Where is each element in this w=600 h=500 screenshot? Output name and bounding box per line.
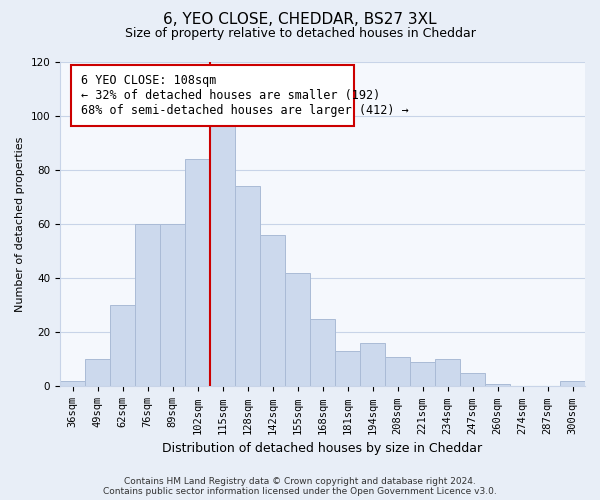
Bar <box>285 272 310 386</box>
Bar <box>160 224 185 386</box>
Bar <box>460 373 485 386</box>
Bar <box>260 235 285 386</box>
Bar <box>85 360 110 386</box>
Bar <box>185 159 210 386</box>
Bar <box>485 384 510 386</box>
Text: 6 YEO CLOSE: 108sqm
← 32% of detached houses are smaller (192)
68% of semi-detac: 6 YEO CLOSE: 108sqm ← 32% of detached ho… <box>81 74 409 117</box>
Bar <box>410 362 435 386</box>
Bar <box>60 381 85 386</box>
Text: Size of property relative to detached houses in Cheddar: Size of property relative to detached ho… <box>125 28 475 40</box>
Bar <box>210 121 235 386</box>
Bar <box>335 351 360 386</box>
Bar <box>385 356 410 386</box>
Bar <box>135 224 160 386</box>
Text: 6, YEO CLOSE, CHEDDAR, BS27 3XL: 6, YEO CLOSE, CHEDDAR, BS27 3XL <box>163 12 437 28</box>
Bar <box>235 186 260 386</box>
Text: Contains HM Land Registry data © Crown copyright and database right 2024.
Contai: Contains HM Land Registry data © Crown c… <box>103 476 497 496</box>
Bar <box>110 305 135 386</box>
X-axis label: Distribution of detached houses by size in Cheddar: Distribution of detached houses by size … <box>163 442 482 455</box>
Bar <box>435 360 460 386</box>
Bar <box>360 343 385 386</box>
Y-axis label: Number of detached properties: Number of detached properties <box>15 136 25 312</box>
Bar <box>560 381 585 386</box>
FancyBboxPatch shape <box>71 64 354 126</box>
Bar <box>310 318 335 386</box>
